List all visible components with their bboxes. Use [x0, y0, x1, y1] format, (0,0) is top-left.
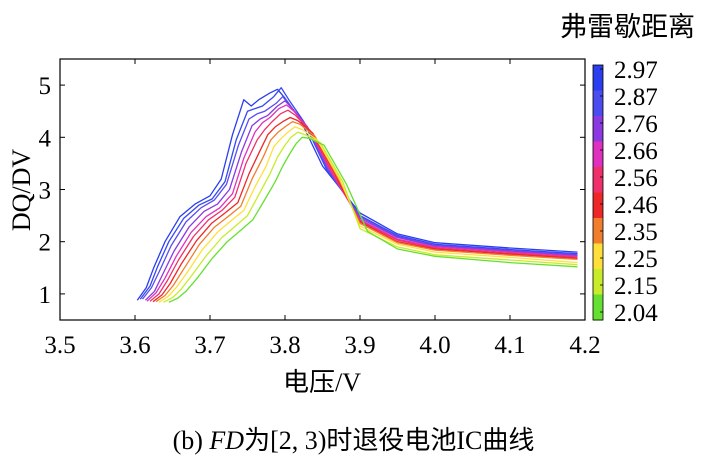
series-line-2	[141, 95, 578, 300]
colorbar-segment	[593, 218, 603, 245]
y-tick-label: 4	[39, 125, 52, 152]
x-tick-label: 3.5	[44, 332, 75, 359]
colorbar-segment	[593, 269, 603, 296]
x-tick-label: 3.6	[119, 332, 150, 359]
colorbar-tick-label: 2.46	[614, 192, 658, 219]
colorbar-tick-label: 2.35	[614, 219, 658, 246]
x-tick-label: 3.7	[194, 332, 225, 359]
x-axis: 3.5 3.6 3.7 3.8 3.9 4.0 4.1 4.2	[44, 59, 601, 359]
colorbar-segment	[593, 294, 603, 321]
caption-text: 为[2, 3)时退役电池IC曲线	[244, 426, 535, 455]
series-layer	[136, 87, 578, 303]
colorbar-segment	[593, 65, 603, 92]
y-tick-label: 2	[39, 230, 52, 257]
y-tick-label: 5	[39, 73, 52, 100]
plot-frame	[59, 58, 586, 321]
series-line-10	[168, 136, 578, 303]
y-tick-label: 3	[39, 178, 52, 205]
x-tick-label: 4.0	[419, 332, 450, 359]
caption-fd: FD	[209, 426, 245, 455]
y-axis: 1 2 3 4 5	[39, 73, 585, 309]
colorbar-segment	[593, 90, 603, 117]
series-line-9	[163, 131, 578, 303]
colorbar-title: 弗雷歇距离	[560, 12, 695, 42]
colorbar-tick-label: 2.15	[614, 273, 658, 300]
series-line-1	[139, 87, 578, 300]
y-axis-label: DQ/DV	[7, 149, 36, 232]
series-line-0	[136, 88, 578, 301]
colorbar-frame	[592, 64, 604, 321]
x-tick-label: 4.2	[569, 332, 600, 359]
colorbar-tick-label: 2.87	[614, 84, 658, 111]
figure-caption: (b) FD为[2, 3)时退役电池IC曲线	[0, 420, 707, 457]
series-line-3	[145, 100, 578, 301]
series-line-5	[149, 109, 578, 302]
colorbar-segment	[593, 116, 603, 143]
series-line-4	[146, 104, 578, 302]
y-tick-label: 1	[39, 282, 52, 309]
series-line-8	[158, 126, 578, 303]
series-line-6	[152, 116, 578, 303]
series-line-7	[155, 120, 578, 303]
colorbar-tick-label: 2.25	[614, 246, 658, 273]
x-tick-label: 3.8	[269, 332, 300, 359]
colorbar: 2.972.872.762.662.562.462.352.252.152.04	[592, 57, 658, 327]
x-tick-label: 3.9	[344, 332, 375, 359]
colorbar-segment	[593, 192, 603, 219]
colorbar-segment	[593, 141, 603, 168]
colorbar-tick-label: 2.97	[614, 57, 658, 84]
colorbar-tick-label: 2.56	[614, 165, 658, 192]
caption-prefix: (b)	[172, 426, 210, 455]
colorbar-segment	[593, 167, 603, 194]
colorbar-tick-label: 2.04	[614, 300, 658, 327]
colorbar-segment	[593, 243, 603, 270]
colorbar-tick-label: 2.66	[614, 138, 658, 165]
x-tick-label: 4.1	[494, 332, 525, 359]
x-axis-label: 电压/V	[283, 368, 361, 397]
colorbar-tick-label: 2.76	[614, 111, 658, 138]
